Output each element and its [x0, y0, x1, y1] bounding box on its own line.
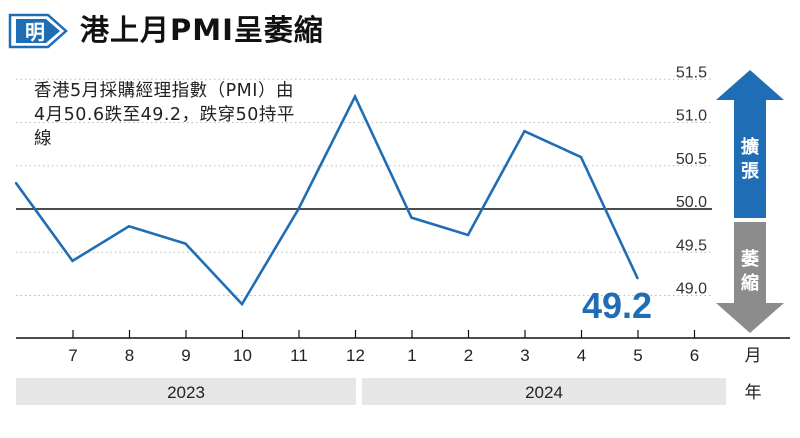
x-tick-label-8: 3 [520, 346, 529, 365]
y-tick-label-5: 49.0 [676, 281, 707, 298]
x-tick-label-0: 7 [68, 346, 77, 365]
expand-label-char-1: 擴 [741, 136, 759, 158]
pmi-line-chart: 51.551.050.550.049.549.07 8 9 10 11 12 1 2 3 4 5 6 月… [14, 64, 790, 405]
logo-text: 明 [25, 20, 45, 44]
expand-label-char-2: 張 [741, 161, 760, 182]
year-unit-label: 年 [745, 383, 762, 403]
y-tick-label-1: 51.0 [676, 108, 707, 125]
y-tick-label-3: 50.0 [676, 194, 707, 211]
x-tick-label-10: 5 [633, 346, 642, 365]
chart-annotation: 香港5月採購經理指數（PMI）由4月50.6跌至49.2，跌穿50持平線 [34, 81, 295, 149]
x-tick-label-11: 6 [690, 346, 699, 365]
header: 明 港上月PMI呈萎縮 [0, 0, 800, 60]
x-tick-label-6: 1 [407, 346, 416, 365]
series-line [14, 93, 639, 307]
year-label-2024: 2024 [525, 383, 563, 402]
contract-label-char-1: 萎 [740, 249, 760, 270]
x-tick-label-7: 2 [464, 346, 473, 365]
data-point-5 [297, 207, 300, 211]
year-band-2023 [16, 378, 356, 405]
page-title: 港上月PMI呈萎縮 [80, 13, 324, 47]
x-unit-label: 月 [745, 346, 762, 366]
data-point-1 [71, 259, 74, 263]
year-label-2023: 2023 [167, 383, 205, 402]
data-point-2 [127, 225, 131, 228]
last-value-label: 49.2 [582, 285, 652, 326]
data-point-10 [579, 155, 583, 159]
data-point-4 [240, 302, 244, 306]
year-band-2024 [362, 378, 726, 405]
x-tick-label-3: 10 [233, 346, 252, 365]
data-point-11 [636, 277, 639, 280]
data-point-8 [466, 233, 470, 237]
y-tick-label-4: 49.5 [676, 237, 707, 254]
data-point-9 [523, 129, 526, 133]
contract-label-char-2: 縮 [741, 272, 759, 294]
newspaper-logo-icon: 明 [8, 13, 68, 49]
x-tick-label-9: 4 [577, 346, 586, 365]
x-tick-label-4: 11 [290, 346, 308, 365]
data-point-3 [184, 242, 187, 245]
x-tick-label-2: 9 [181, 346, 190, 365]
data-point-0 [14, 181, 18, 185]
x-tick-label-1: 8 [125, 346, 134, 365]
contract-arrow-icon [716, 222, 784, 333]
data-point-6 [353, 95, 357, 98]
x-tick-label-5: 12 [346, 346, 365, 365]
data-point-7 [410, 216, 413, 219]
y-tick-label-0: 51.5 [676, 64, 707, 81]
expand-arrow-icon [716, 70, 784, 218]
y-tick-label-2: 50.5 [676, 151, 707, 168]
